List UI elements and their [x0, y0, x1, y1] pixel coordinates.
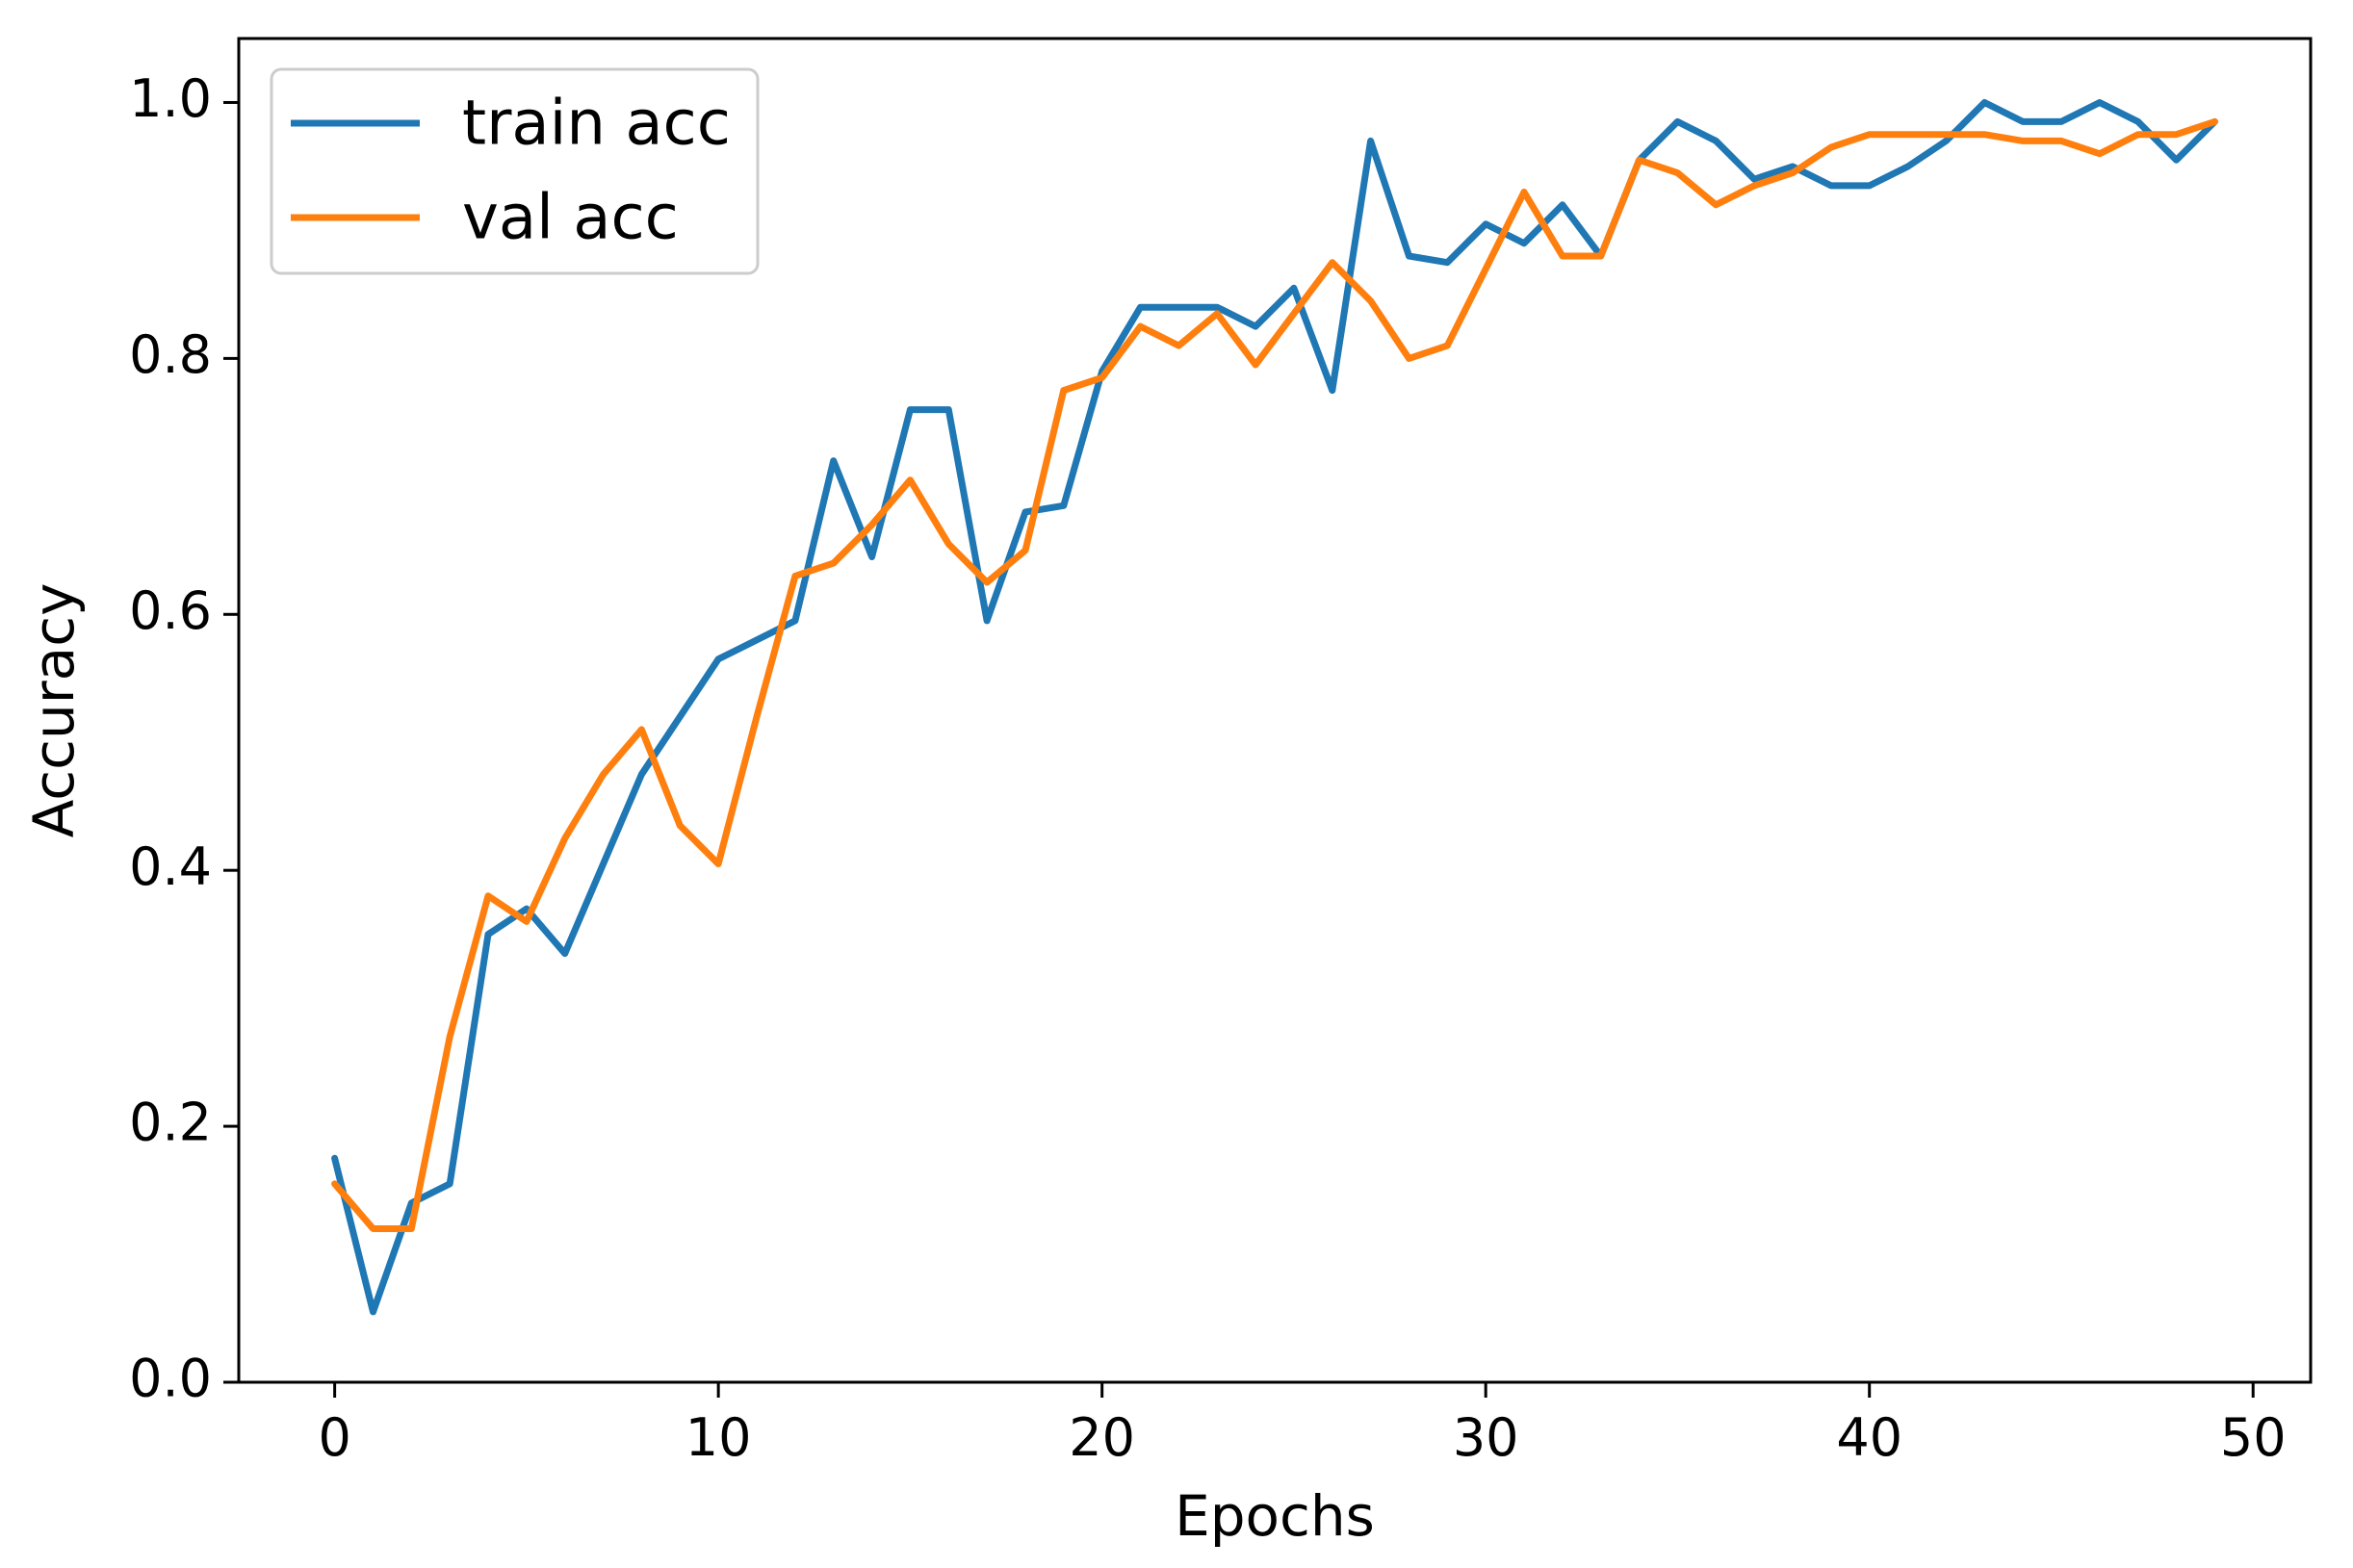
y-tick-label: 1.0 [129, 68, 212, 129]
y-tick-label: 0.2 [129, 1092, 212, 1153]
legend: train acc val acc [270, 67, 760, 275]
x-tick-label: 50 [2220, 1407, 2287, 1468]
x-tick-label: 30 [1453, 1407, 1519, 1468]
x-axis: 0 10 20 30 40 50 [318, 1382, 2287, 1468]
y-tick-label: 0.8 [129, 324, 212, 385]
plot-lines [331, 99, 2218, 1316]
legend-label-train-acc: train acc [462, 89, 731, 160]
x-tick-label: 0 [318, 1407, 350, 1468]
x-axis-title: Epochs [1175, 1483, 1375, 1549]
y-axis-title: Accuracy [21, 583, 87, 838]
x-tick-label: 20 [1069, 1407, 1135, 1468]
series-line-train-acc [331, 99, 2218, 1316]
y-tick-label: 0.6 [129, 580, 212, 641]
plot-frame [237, 37, 2313, 1384]
x-tick-label: 10 [685, 1407, 752, 1468]
legend-label-val-acc: val acc [462, 183, 679, 254]
y-tick-label: 0.4 [129, 836, 212, 897]
y-tick-label: 0.0 [129, 1349, 212, 1409]
series-line-val-acc [331, 117, 2218, 1232]
y-axis: 0.0 0.2 0.4 0.6 0.8 1.0 [129, 68, 239, 1409]
x-tick-label: 40 [1836, 1407, 1902, 1468]
